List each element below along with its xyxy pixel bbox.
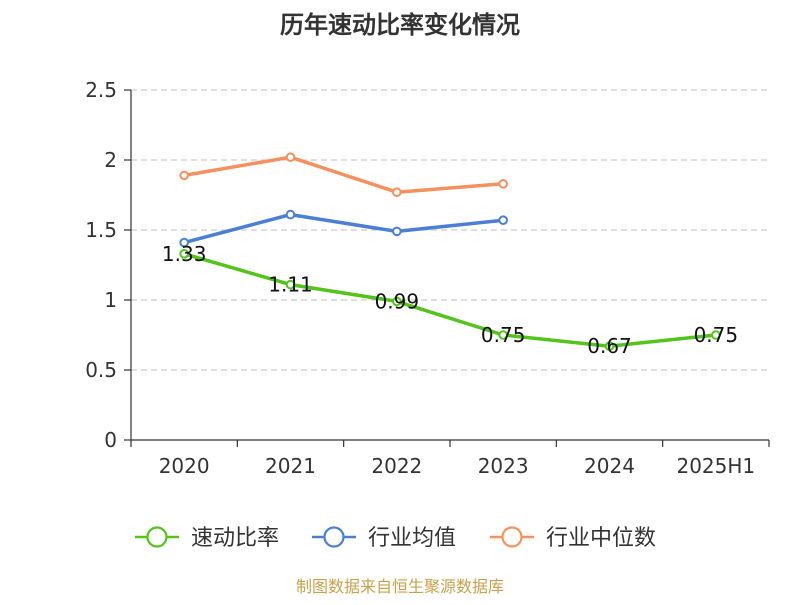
data-point <box>179 249 189 259</box>
data-label: 0.67 <box>587 334 632 358</box>
legend-label: 速动比率 <box>191 526 279 551</box>
x-tick-label: 2023 <box>478 454 529 478</box>
data-point <box>392 226 402 237</box>
series-line <box>182 155 505 194</box>
series-line <box>182 212 505 245</box>
series-line <box>182 252 718 348</box>
y-tick-label: 2 <box>104 148 117 172</box>
source-note: 制图数据来自恒生聚源数据库 <box>296 577 504 596</box>
data-point <box>498 330 508 340</box>
y-tick-label: 1.5 <box>85 218 117 242</box>
legend-marker <box>146 526 168 548</box>
x-tick-label: 2022 <box>371 454 422 478</box>
data-point <box>498 215 508 225</box>
data-point <box>392 187 402 197</box>
data-label: 0.99 <box>375 289 420 313</box>
y-tick-label: 1 <box>104 288 117 312</box>
legend: 速动比率 行业均值 行业中位数 <box>135 526 656 551</box>
axes: 0 0.5 1 1.5 2 2.5 2020 2021 2022 2023 2024 2025H1 <box>85 78 770 478</box>
series-group <box>179 152 721 352</box>
data-label: 1.11 <box>268 273 313 297</box>
data-point <box>179 237 189 248</box>
data-point <box>392 296 402 307</box>
data-label: 1.33 <box>162 242 207 266</box>
y-tick-label: 0 <box>104 428 117 452</box>
chart-title: 历年速动比率变化情况 <box>280 11 520 39</box>
grid-lines <box>131 89 769 371</box>
data-label: 0.75 <box>481 323 526 347</box>
data-labels: 1.33 1.11 0.99 0.75 0.67 0.75 <box>162 242 738 358</box>
data-label: 0.75 <box>694 323 739 347</box>
data-point <box>285 279 296 290</box>
data-point <box>711 330 721 340</box>
x-tick-label: 2020 <box>159 454 210 478</box>
data-point <box>179 170 189 181</box>
legend-label: 行业均值 <box>368 526 456 551</box>
legend-marker <box>501 526 523 548</box>
x-tick-label: 2024 <box>584 454 635 478</box>
data-point <box>498 179 508 189</box>
y-tick-label: 2.5 <box>85 78 117 102</box>
x-tick-label: 2025H1 <box>676 454 755 478</box>
legend-marker <box>323 526 345 548</box>
y-tick-label: 0.5 <box>85 358 117 382</box>
x-tick-label: 2021 <box>265 454 316 478</box>
legend-label: 行业中位数 <box>546 526 656 551</box>
data-point <box>285 152 296 162</box>
data-point <box>285 209 296 220</box>
data-point <box>604 341 615 352</box>
